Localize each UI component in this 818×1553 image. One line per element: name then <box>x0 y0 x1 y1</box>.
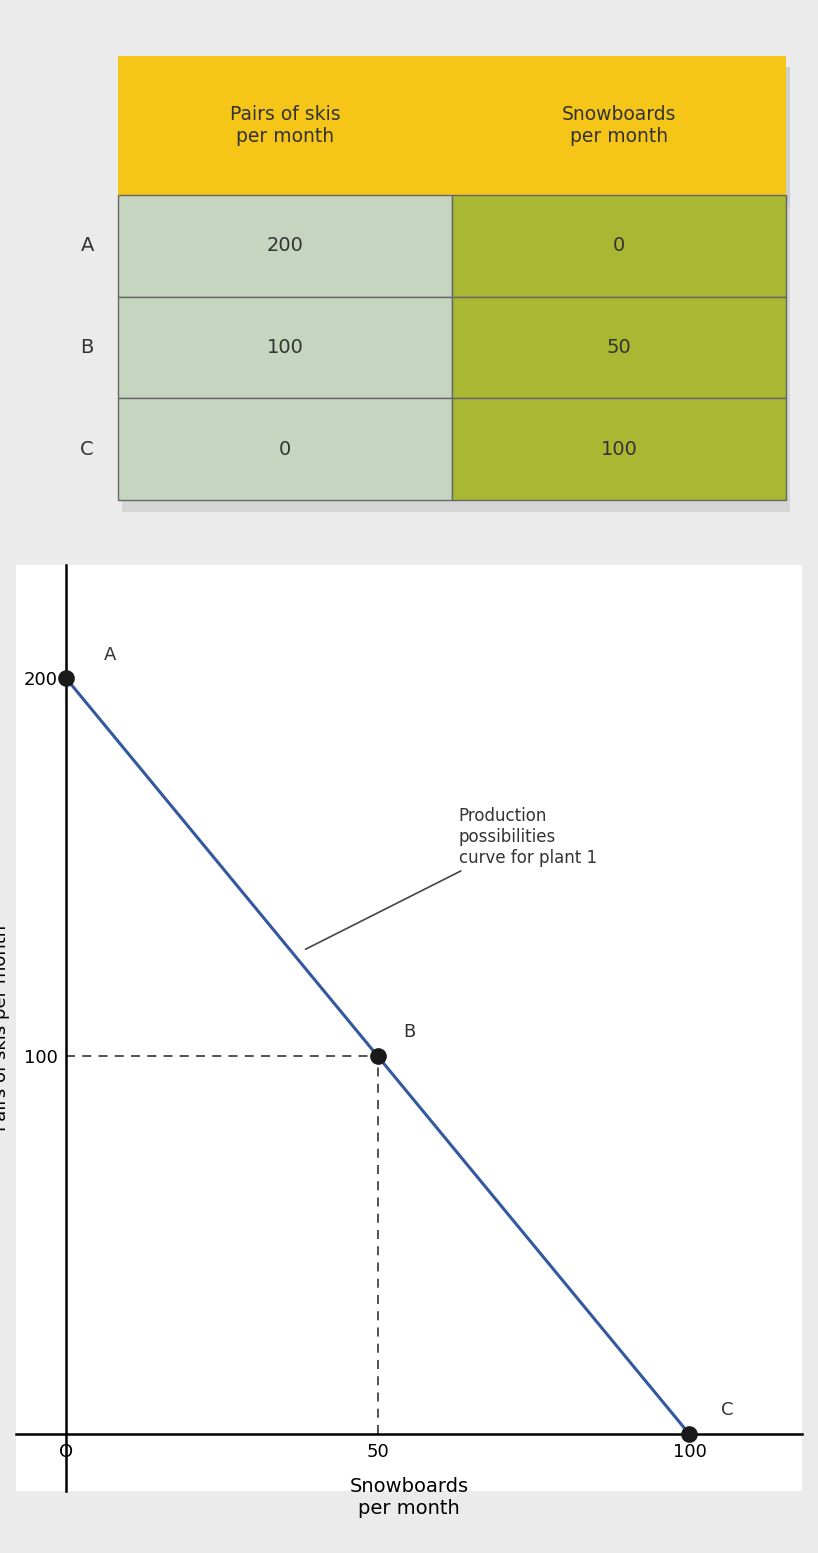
FancyBboxPatch shape <box>119 297 452 399</box>
Text: B: B <box>80 339 94 357</box>
Text: 0: 0 <box>613 236 625 255</box>
Text: 50: 50 <box>607 339 631 357</box>
FancyBboxPatch shape <box>452 399 786 500</box>
Text: 100: 100 <box>600 439 637 458</box>
Text: 0: 0 <box>279 439 291 458</box>
FancyBboxPatch shape <box>119 194 452 297</box>
Text: Pairs of skis
per month: Pairs of skis per month <box>230 104 340 146</box>
Text: 100: 100 <box>267 339 303 357</box>
FancyBboxPatch shape <box>123 307 790 410</box>
FancyBboxPatch shape <box>119 399 452 500</box>
FancyBboxPatch shape <box>452 297 786 399</box>
FancyBboxPatch shape <box>123 67 790 207</box>
Text: C: C <box>80 439 94 458</box>
FancyBboxPatch shape <box>123 410 790 512</box>
Text: 200: 200 <box>267 236 303 255</box>
Text: A: A <box>80 236 94 255</box>
FancyBboxPatch shape <box>123 207 790 307</box>
FancyBboxPatch shape <box>119 56 786 194</box>
Text: B: B <box>402 1023 415 1042</box>
Y-axis label: Pairs of skis per month: Pairs of skis per month <box>0 926 10 1131</box>
FancyBboxPatch shape <box>452 194 786 297</box>
X-axis label: Snowboards
per month: Snowboards per month <box>349 1477 469 1519</box>
Text: Snowboards
per month: Snowboards per month <box>562 104 676 146</box>
Text: Production
possibilities
curve for plant 1: Production possibilities curve for plant… <box>306 808 597 949</box>
Text: C: C <box>721 1401 733 1419</box>
Text: A: A <box>104 646 116 663</box>
